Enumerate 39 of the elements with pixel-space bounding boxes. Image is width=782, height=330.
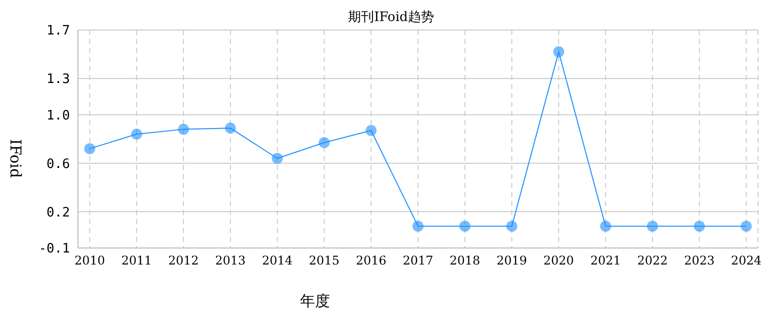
x-tick-label: 2012 — [168, 254, 199, 268]
x-tick-label: 2015 — [308, 254, 340, 268]
y-tick-label: 0.6 — [46, 156, 70, 172]
x-tick-label: 2020 — [543, 254, 574, 268]
x-tick-label: 2011 — [121, 254, 152, 268]
point — [506, 220, 518, 232]
x-tick-label: 2022 — [637, 254, 668, 268]
x-tick-label: 2021 — [590, 254, 621, 268]
y-tick-label: 1.7 — [46, 24, 70, 39]
x-tick-label: 2017 — [402, 254, 434, 268]
y-tick-label: -0.1 — [38, 242, 70, 257]
point — [694, 220, 705, 232]
chart-title: 期刊IFoid趋势 — [348, 10, 434, 25]
x-axis-title: 年度 — [300, 292, 330, 310]
x-tick-label: 2023 — [684, 254, 715, 268]
point — [224, 122, 236, 134]
point — [459, 220, 470, 232]
point — [318, 137, 330, 148]
point — [553, 46, 564, 58]
point — [740, 220, 752, 232]
y-tick-label: 0.2 — [46, 205, 70, 220]
x-tick-label: 2019 — [496, 254, 528, 268]
point — [84, 143, 96, 154]
point — [178, 124, 190, 135]
point — [272, 152, 283, 164]
x-tick-label: 2014 — [262, 254, 293, 268]
y-axis-title: IFoid — [6, 139, 25, 178]
point — [412, 220, 424, 232]
x-tick-label: 2016 — [356, 254, 386, 268]
point — [131, 128, 142, 140]
y-tick-label: 1.0 — [46, 108, 70, 124]
point — [366, 125, 377, 136]
x-tick-label: 2013 — [215, 254, 246, 268]
x-tick-label: 2010 — [74, 254, 105, 268]
point — [600, 220, 612, 232]
x-tick-label: 2018 — [450, 254, 480, 268]
point — [646, 220, 658, 232]
x-tick-label: 2024 — [731, 254, 762, 268]
y-tick-label: 1.3 — [46, 72, 70, 88]
